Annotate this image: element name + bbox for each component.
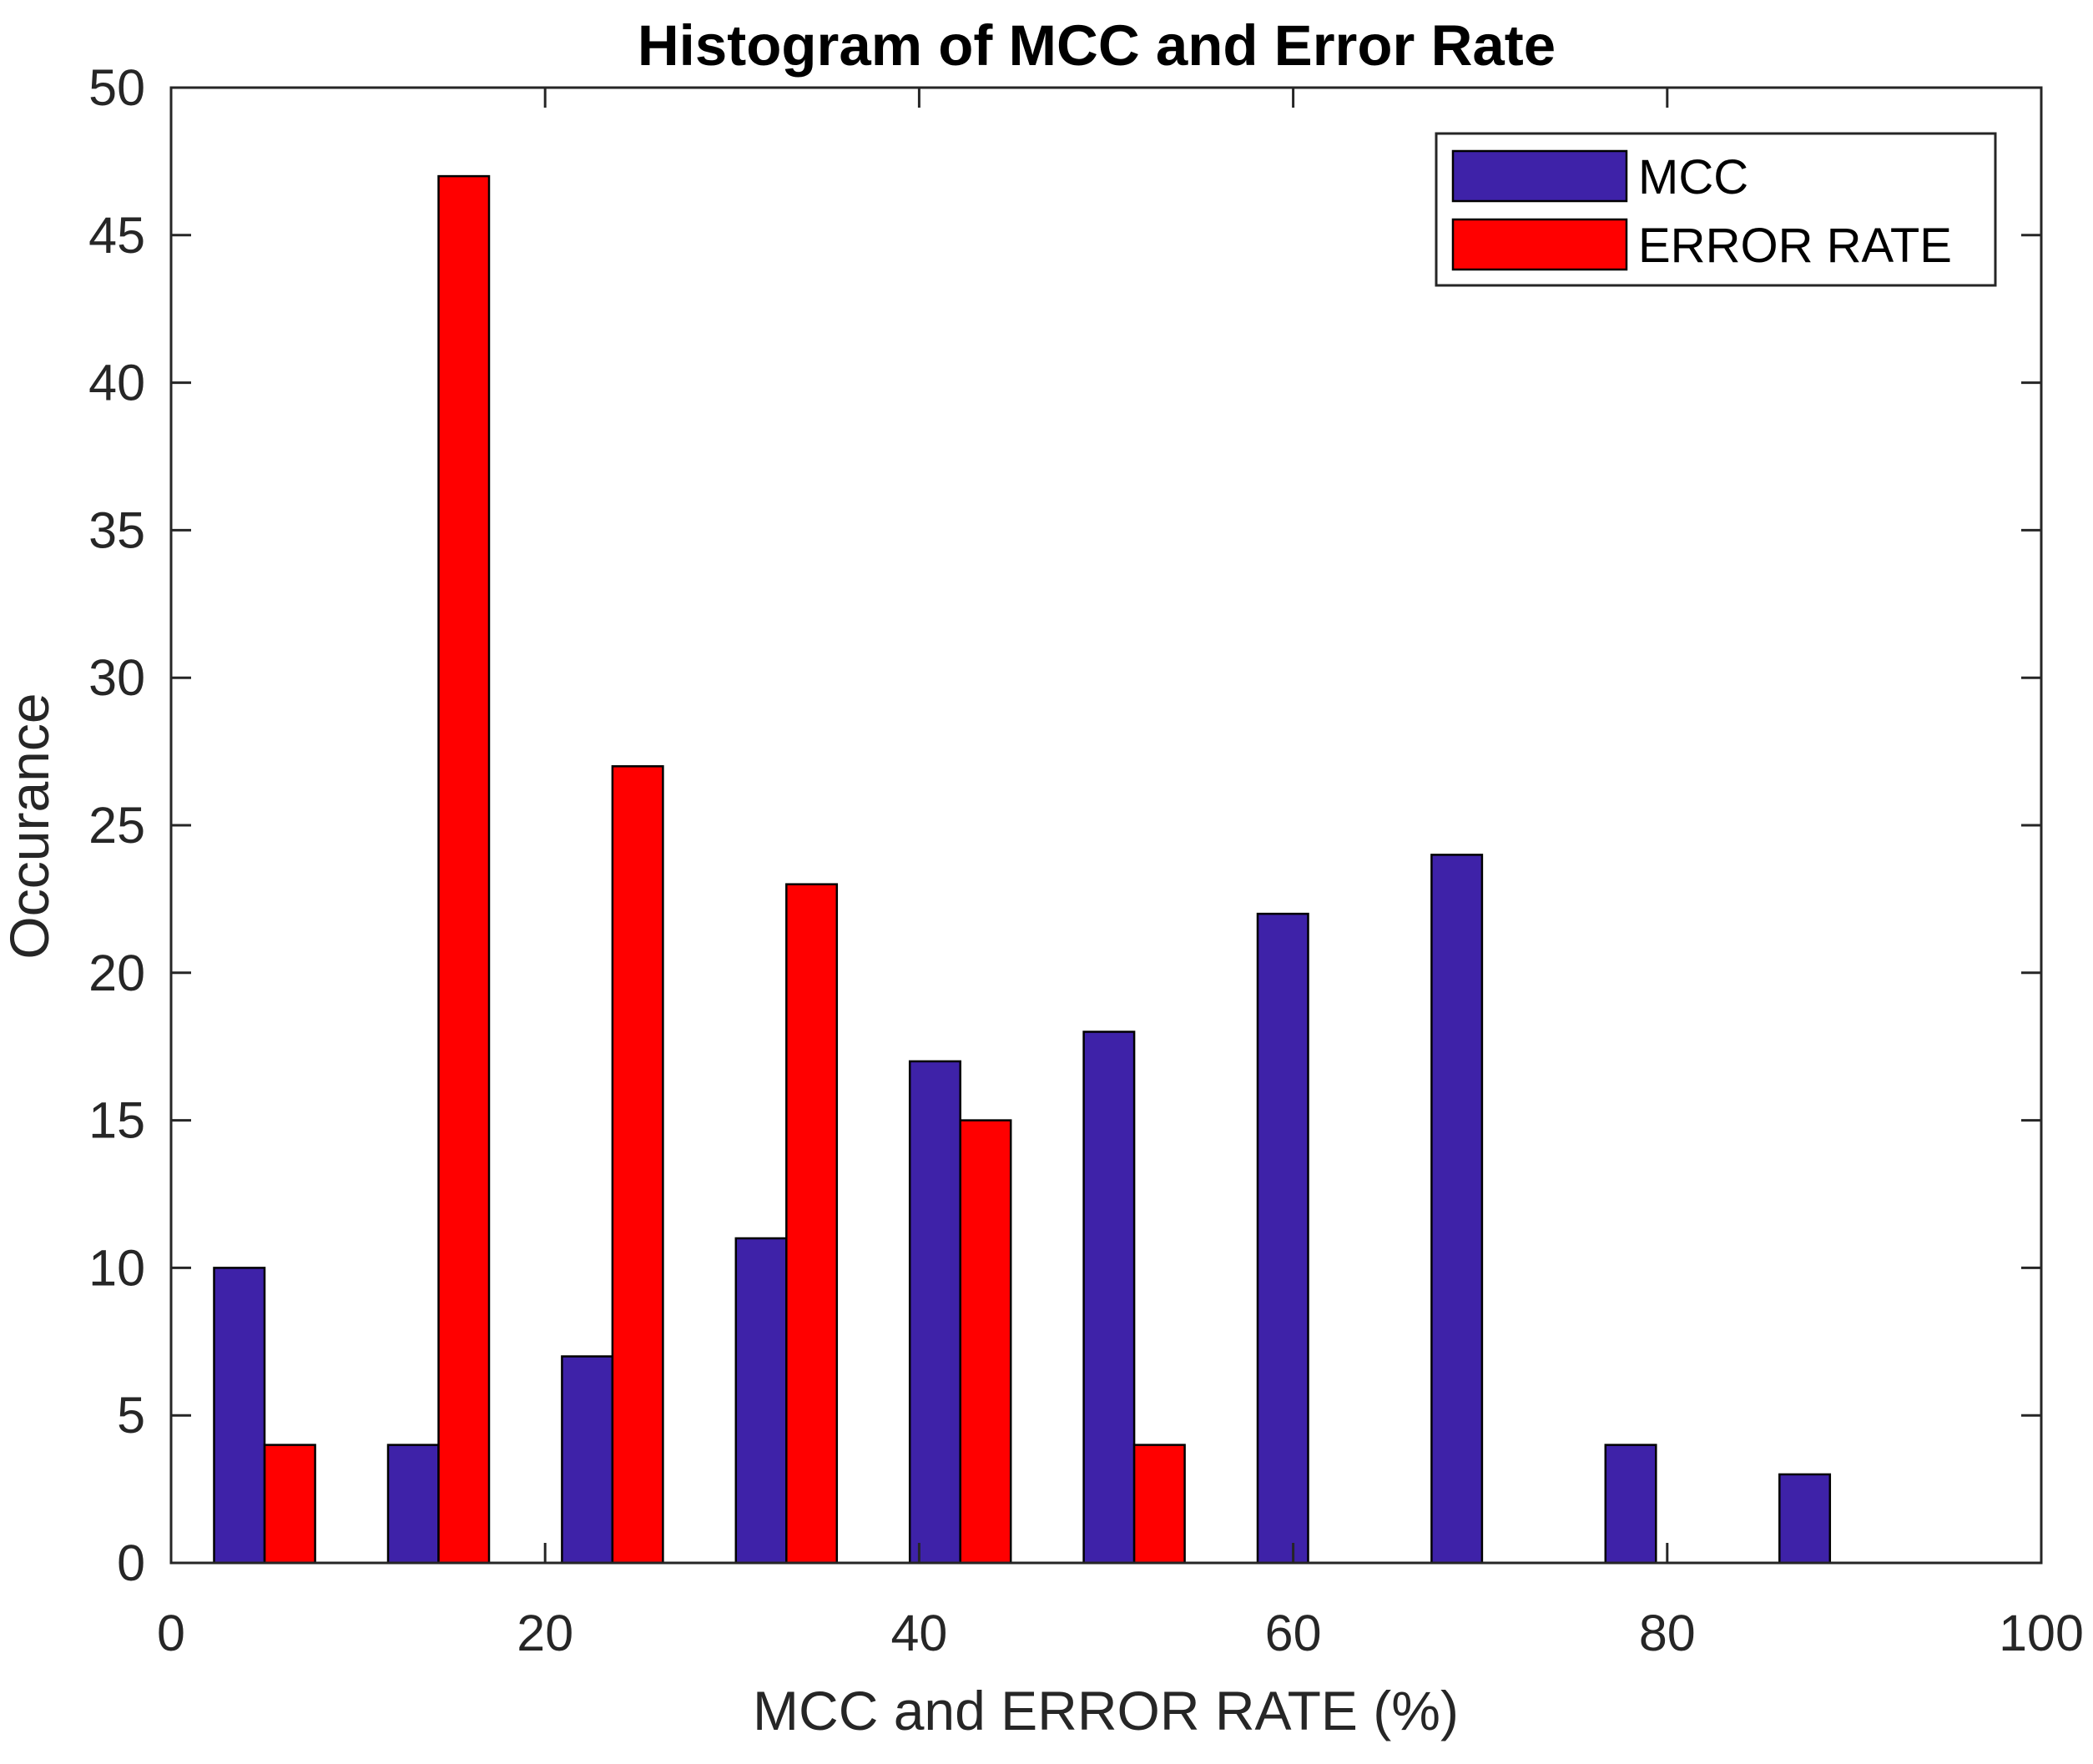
legend-swatch-error-rate (1451, 218, 1628, 271)
x-tick-label: 80 (1639, 1605, 1696, 1661)
bar-mcc-5 (1082, 1031, 1136, 1565)
bar-error-rate-1 (437, 174, 491, 1565)
y-tick-label: 10 (88, 1239, 145, 1296)
bar-mcc-6 (1256, 912, 1309, 1565)
x-tick-label: 60 (1265, 1605, 1322, 1661)
legend-swatch-mcc (1451, 149, 1628, 203)
bar-error-rate-5 (1132, 1444, 1186, 1565)
legend-label-error-rate: ERROR RATE (1638, 219, 1952, 273)
y-tick-label: 50 (88, 59, 145, 116)
y-tick-label: 35 (88, 501, 145, 558)
x-axis-label: MCC and ERROR RATE (%) (753, 1680, 1459, 1741)
bar-error-rate-4 (959, 1119, 1012, 1565)
legend-label-mcc: MCC (1638, 150, 1748, 204)
bar-mcc-1 (386, 1444, 440, 1565)
bar-mcc-7 (1430, 854, 1484, 1565)
y-tick-label: 45 (88, 207, 145, 264)
bar-error-rate-3 (785, 883, 839, 1565)
x-tick-label: 20 (517, 1605, 573, 1661)
bar-mcc-0 (213, 1267, 266, 1565)
y-axis-label: Occurance (0, 693, 60, 959)
y-tick-label: 0 (117, 1535, 145, 1591)
bar-error-rate-2 (611, 765, 664, 1565)
y-tick-label: 40 (88, 355, 145, 411)
ticks-layer: 0 20 40 60 80 100 0 5 10 15 20 25 30 35 40 45 50 (88, 59, 2084, 1661)
x-tick-label: 100 (1999, 1605, 2084, 1661)
x-tick-label: 0 (157, 1605, 185, 1661)
bar-mcc-2 (561, 1355, 614, 1565)
legend: MCC ERROR RATE (1435, 132, 1997, 287)
y-tick-label: 15 (88, 1092, 145, 1149)
x-tick-label: 40 (890, 1605, 947, 1661)
bar-mcc-9 (1778, 1473, 1832, 1565)
y-tick-label: 5 (117, 1387, 145, 1444)
y-tick-label: 20 (88, 945, 145, 1001)
chart-title: Histogram of MCC and Error Rate (638, 13, 1556, 78)
y-tick-label: 25 (88, 797, 145, 854)
bar-mcc-8 (1604, 1444, 1657, 1565)
bar-mcc-3 (734, 1237, 788, 1565)
bar-error-rate-0 (263, 1444, 316, 1565)
bar-mcc-4 (908, 1060, 961, 1565)
bars-layer (213, 174, 1832, 1565)
y-tick-label: 30 (88, 649, 145, 706)
